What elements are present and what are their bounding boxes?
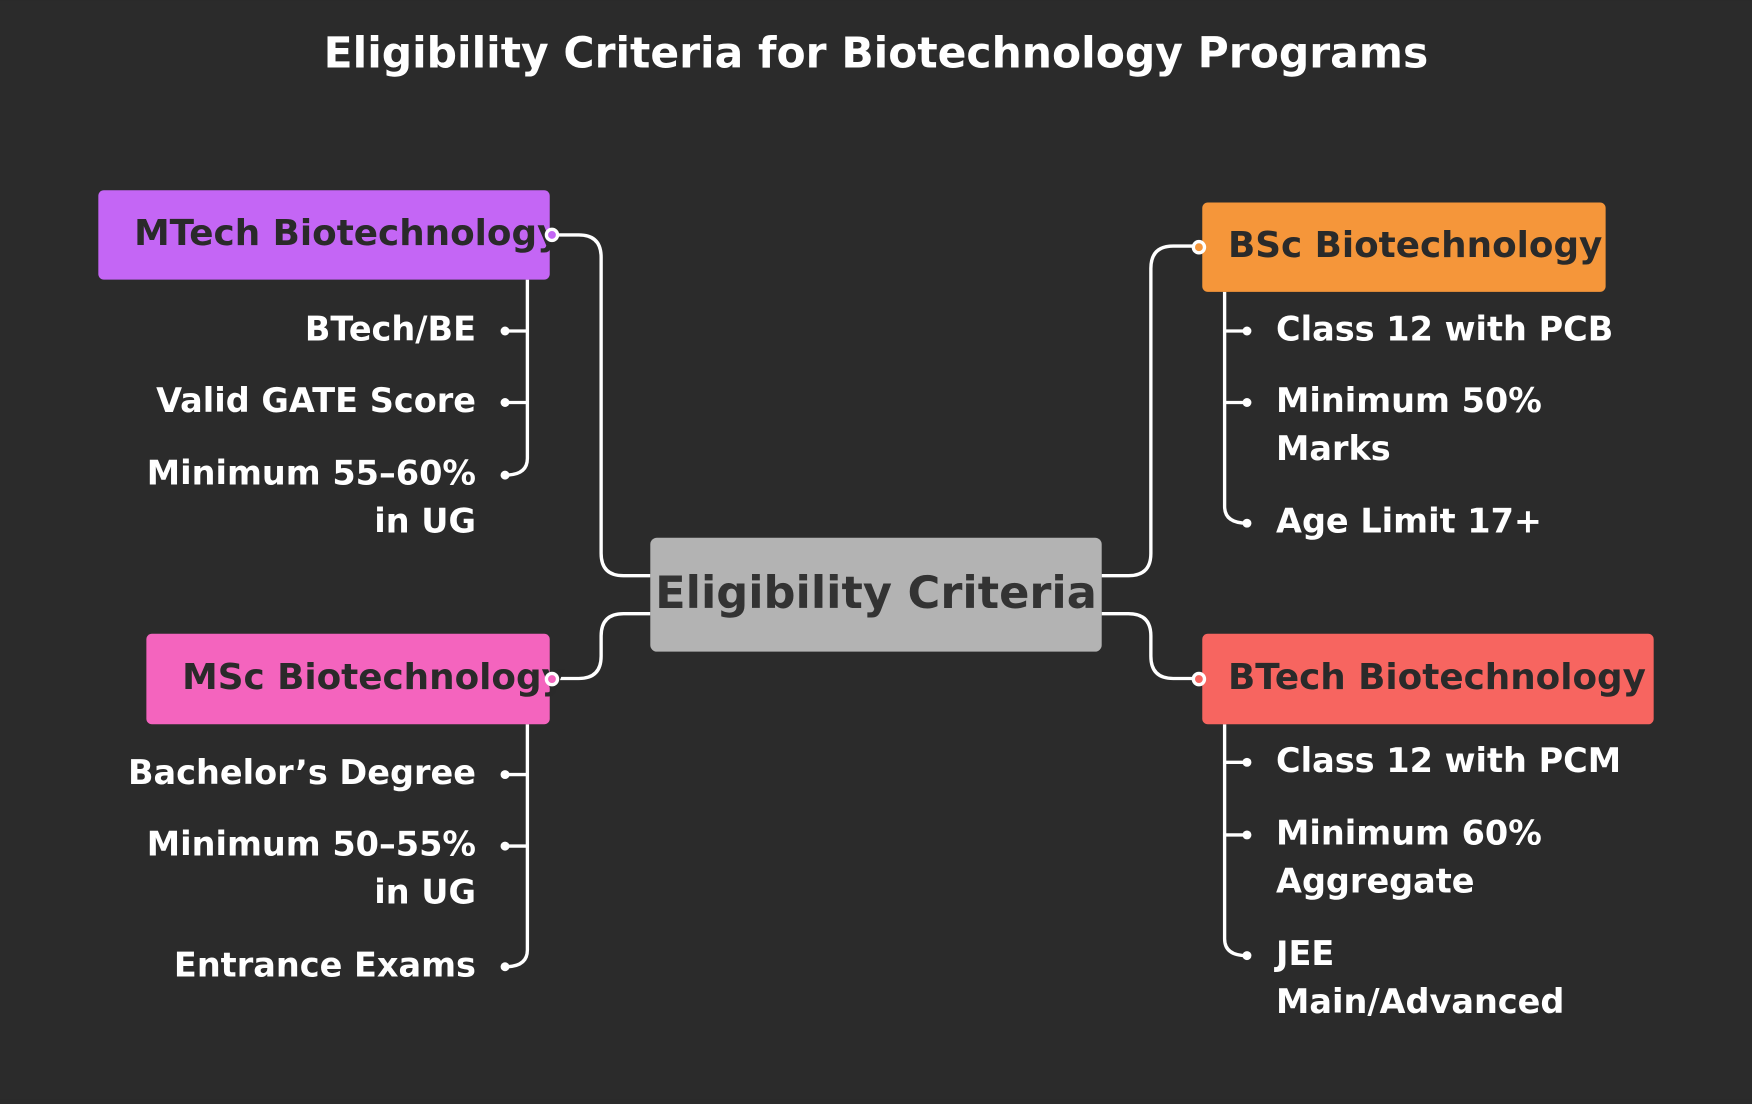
item-label: Class 12 with PCM	[1276, 741, 1621, 780]
center-label: Eligibility Criteria	[655, 567, 1097, 619]
item-dot	[500, 470, 510, 480]
item-label: Age Limit 17+	[1276, 502, 1542, 541]
item-label: Bachelor’s Degree	[128, 753, 476, 792]
connector-dot	[544, 227, 560, 243]
item-dot	[1242, 398, 1252, 407]
item-label: JEE	[1274, 934, 1334, 973]
connector	[551, 233, 651, 578]
item-dot	[500, 962, 510, 972]
item-label: Minimum 60%	[1276, 813, 1542, 852]
item-label: Minimum 55–60%	[147, 454, 476, 493]
branch-node	[146, 633, 550, 725]
item-dot	[500, 326, 510, 336]
item-label: Main/Advanced	[1276, 982, 1564, 1021]
branch-node	[98, 190, 550, 280]
item-dot	[500, 398, 510, 407]
connector	[1101, 612, 1199, 681]
center-node	[650, 537, 1102, 652]
branch-label: BTech Biotechnology	[1228, 657, 1646, 698]
item-dot	[500, 770, 510, 780]
item-dot	[1242, 757, 1252, 767]
item-label: Entrance Exams	[174, 945, 476, 984]
item-label: in UG	[374, 873, 476, 912]
connector-dot	[544, 671, 560, 687]
connector	[551, 612, 651, 681]
branch-node	[1202, 202, 1606, 292]
branch-label: MSc Biotechnology	[182, 657, 565, 698]
item-dot	[1242, 326, 1252, 336]
item-label: Marks	[1276, 429, 1391, 468]
connector-dot	[1191, 239, 1207, 255]
item-label: Minimum 50%	[1276, 381, 1542, 420]
item-dot	[500, 841, 510, 851]
item-label: in UG	[374, 502, 476, 541]
item-label: Aggregate	[1276, 861, 1475, 900]
item-label: Class 12 with PCB	[1276, 310, 1613, 349]
branch-label: BSc Biotechnology	[1228, 225, 1602, 266]
item-label: Minimum 50–55%	[147, 825, 476, 864]
item-dot	[1242, 830, 1252, 840]
item-label: BTech/BE	[305, 310, 476, 349]
item-dot	[1242, 951, 1252, 961]
branch-label: MTech Biotechnology	[134, 213, 560, 254]
connector-dot	[1191, 671, 1207, 687]
item-dot	[1242, 518, 1252, 528]
item-label: Valid GATE Score	[156, 381, 476, 420]
connector	[1101, 244, 1199, 578]
title: Eligibility Criteria for Biotechnology P…	[324, 30, 1429, 79]
branch-node	[1202, 633, 1654, 725]
